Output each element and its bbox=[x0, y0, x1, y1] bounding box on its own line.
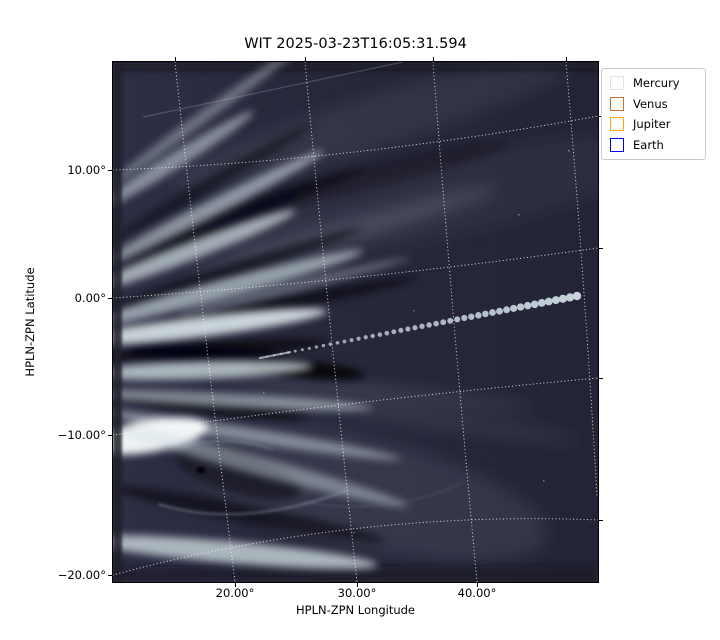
mercury-trail-dot bbox=[356, 336, 361, 341]
right-tick-mark bbox=[599, 377, 603, 379]
legend-label: Venus bbox=[633, 96, 668, 111]
bottom-tick-mark bbox=[476, 583, 478, 587]
x-tick-label-20: 20.00° bbox=[215, 586, 255, 600]
right-tick-mark bbox=[599, 247, 603, 249]
mercury-trail-dot bbox=[412, 325, 418, 331]
mercury-trail-dot bbox=[384, 330, 390, 336]
mercury-trail-dot bbox=[482, 310, 489, 318]
legend-item-mercury: Mercury bbox=[602, 73, 705, 94]
top-tick-mark bbox=[304, 57, 306, 61]
gridline-lon-50 bbox=[565, 62, 598, 497]
y-tick-label-m20: −20.00° bbox=[57, 568, 106, 582]
star-specks bbox=[263, 150, 570, 534]
y-axis-label: HPLN-ZPN Latitude bbox=[23, 267, 37, 377]
mercury-trail-dot bbox=[433, 320, 439, 327]
mercury-trail-dot bbox=[342, 339, 347, 344]
legend-label: Earth bbox=[633, 137, 664, 152]
mercury-marker-swatch-icon bbox=[610, 76, 624, 91]
mercury-trail-dot bbox=[468, 313, 475, 320]
mercury-trail-dot bbox=[314, 345, 319, 349]
mercury-trail-dot bbox=[328, 342, 333, 346]
mercury-trail bbox=[258, 291, 582, 360]
fine-details bbox=[113, 62, 570, 582]
mercury-trail-dot bbox=[530, 300, 539, 309]
mercury-trail-dot bbox=[475, 312, 482, 319]
bottom-tick-mark bbox=[234, 583, 236, 587]
mercury-trail-dot bbox=[293, 349, 297, 353]
y-tick-label-0: 0.00° bbox=[74, 291, 106, 305]
top-tick-mark bbox=[174, 57, 176, 61]
right-tick-mark bbox=[599, 519, 603, 521]
mercury-trail-dot bbox=[363, 335, 368, 340]
gridline-lat-m10 bbox=[113, 377, 598, 436]
mercury-trail-dot bbox=[258, 356, 262, 360]
left-tick-mark bbox=[108, 297, 112, 299]
gridline-lat-10 bbox=[113, 115, 598, 171]
legend: Mercury Venus Jupiter Earth bbox=[601, 68, 706, 160]
mercury-trail-dot bbox=[426, 322, 432, 328]
gridline-lon-30 bbox=[304, 62, 358, 582]
mercury-trail-dot bbox=[496, 307, 503, 315]
streamers bbox=[113, 62, 410, 570]
mercury-trail-dot bbox=[489, 309, 496, 316]
x-tick-label-40: 40.00° bbox=[457, 586, 497, 600]
left-tick-mark bbox=[108, 434, 112, 436]
mercury-trail-dot bbox=[454, 316, 461, 323]
mercury-trail-dot bbox=[565, 293, 575, 302]
graticule-gridlines bbox=[113, 62, 598, 582]
left-tick-mark bbox=[108, 574, 112, 576]
mercury-trail-dot bbox=[272, 353, 276, 357]
mercury-trail-dot bbox=[551, 296, 560, 305]
mercury-trail-dot bbox=[370, 333, 375, 339]
mercury-trail-dot bbox=[377, 332, 383, 337]
mercury-trail-dot bbox=[503, 306, 511, 314]
x-tick-label-30: 30.00° bbox=[337, 586, 377, 600]
mercury-trail-dot bbox=[265, 355, 269, 358]
legend-item-earth: Earth bbox=[602, 135, 705, 156]
mercury-trail-dot bbox=[286, 351, 290, 354]
venus-marker-swatch-icon bbox=[610, 96, 624, 111]
mercury-trail-dot bbox=[279, 352, 283, 356]
top-tick-mark bbox=[432, 57, 434, 61]
mercury-trail-dot bbox=[537, 299, 546, 307]
gridline-lon-20 bbox=[174, 62, 236, 582]
left-tick-mark bbox=[108, 169, 112, 171]
mercury-trail-dot bbox=[349, 338, 354, 343]
legend-item-jupiter: Jupiter bbox=[602, 114, 705, 135]
mercury-trail-dot bbox=[321, 343, 326, 348]
legend-label: Jupiter bbox=[633, 117, 671, 132]
top-tick-mark bbox=[565, 57, 567, 61]
chart-title: WIT 2025-03-23T16:05:31.594 bbox=[244, 36, 467, 52]
mercury-trail-dot bbox=[398, 327, 404, 333]
mercury-trail-dot bbox=[461, 314, 468, 322]
mercury-trail-dot bbox=[572, 291, 582, 301]
dark-eddy-spot bbox=[196, 467, 206, 473]
jupiter-marker-swatch-icon bbox=[610, 117, 624, 132]
mercury-trail-dot bbox=[523, 301, 532, 310]
mercury-trail-dot bbox=[405, 326, 411, 332]
x-axis-label: HPLN-ZPN Longitude bbox=[295, 603, 415, 617]
y-tick-label-m10: −10.00° bbox=[57, 428, 106, 442]
y-tick-label-10: 10.00° bbox=[67, 163, 106, 177]
mercury-trail-dot bbox=[544, 297, 553, 306]
gridline-lat-0 bbox=[113, 247, 598, 299]
mercury-trail-dot bbox=[447, 317, 454, 324]
mercury-trail-dot bbox=[516, 303, 525, 311]
mercury-trail-dot bbox=[391, 329, 397, 335]
legend-item-venus: Venus bbox=[602, 94, 705, 115]
mercury-trail-dot bbox=[558, 294, 567, 303]
earth-marker-swatch-icon bbox=[610, 137, 624, 152]
mercury-trail-dot bbox=[335, 340, 340, 345]
mercury-trail-dot bbox=[300, 348, 304, 352]
heliospheric-image bbox=[113, 62, 598, 582]
plot-area bbox=[112, 61, 599, 583]
mercury-trail-dot bbox=[440, 319, 447, 326]
legend-label: Mercury bbox=[633, 76, 680, 91]
mercury-trail-dot bbox=[510, 304, 518, 312]
mercury-trail-dot bbox=[419, 323, 425, 329]
bottom-tick-mark bbox=[356, 583, 358, 587]
mercury-trail-dot bbox=[307, 346, 311, 350]
